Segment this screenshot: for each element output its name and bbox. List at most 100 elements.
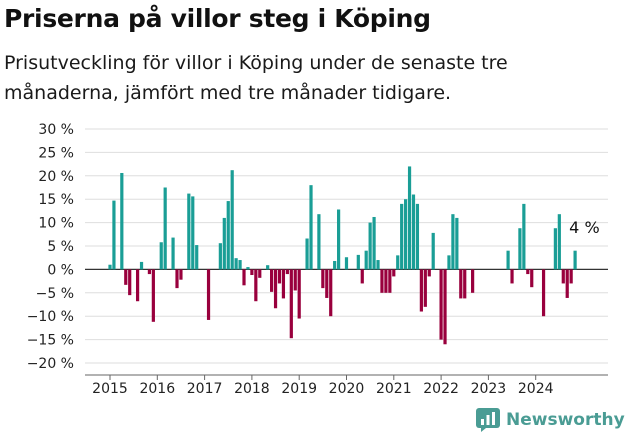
bar-positive	[230, 170, 234, 270]
bar-negative	[380, 269, 384, 293]
bar-positive	[187, 193, 191, 270]
bar-negative	[297, 269, 301, 319]
bar-positive	[337, 209, 341, 270]
bar-positive	[139, 261, 144, 270]
bar-positive	[191, 196, 195, 270]
bar-positive	[396, 255, 400, 270]
bar-negative	[250, 269, 254, 276]
chart-title: Priserna på villor steg i Köping	[4, 4, 431, 33]
x-tick-label: 2021	[376, 381, 412, 397]
bar-negative	[277, 269, 282, 284]
bar-positive	[218, 243, 222, 270]
x-tick-label: 2018	[234, 381, 270, 397]
x-tick-label: 2015	[92, 381, 128, 397]
bar-negative	[459, 269, 463, 299]
bar-negative	[128, 269, 132, 296]
bar-negative	[384, 269, 388, 293]
bar-negative	[179, 269, 183, 280]
bar-negative	[427, 269, 431, 277]
x-tick-label: 2017	[187, 381, 223, 397]
bar-negative	[419, 269, 423, 312]
bar-negative	[293, 269, 297, 291]
bar-negative	[443, 269, 447, 345]
bar-negative	[147, 269, 152, 275]
bar-negative	[439, 269, 443, 340]
bar-negative	[541, 269, 546, 317]
bar-positive	[309, 185, 313, 270]
bar-negative	[388, 269, 392, 293]
bar-positive	[344, 257, 349, 270]
bar-positive	[451, 214, 455, 270]
bar-positive	[368, 222, 372, 270]
bar-positive	[120, 172, 124, 270]
bar-positive	[112, 200, 116, 270]
bar-positive	[246, 267, 250, 270]
bar-negative	[569, 269, 573, 284]
bar-negative	[510, 269, 514, 284]
bar-negative	[124, 269, 128, 285]
x-tick-label: 2016	[139, 381, 175, 397]
bar-positive	[522, 203, 526, 270]
chart-annotations: 4 %	[569, 218, 599, 237]
bar-negative	[561, 269, 565, 284]
bar-negative	[281, 269, 286, 299]
y-tick-label: 15 %	[38, 192, 74, 208]
bar-positive	[108, 264, 112, 270]
y-tick-label: 0 %	[47, 262, 74, 278]
annotation-label: 4 %	[569, 218, 599, 237]
bar-positive	[266, 265, 270, 270]
bar-positive	[506, 250, 510, 270]
bar-negative	[242, 269, 246, 286]
bar-positive	[557, 214, 561, 270]
bar-negative	[329, 269, 333, 317]
bar-negative	[151, 269, 155, 322]
brand-name: Newsworthy	[506, 410, 625, 430]
y-tick-label: 10 %	[38, 216, 74, 232]
bar-negative	[392, 269, 396, 277]
bar-positive	[455, 217, 459, 270]
bar-positive	[226, 201, 230, 270]
bar-negative	[530, 269, 534, 288]
bar-negative	[321, 269, 325, 289]
y-axis: 30 % 25 % 20 % 15 % 10 % 5 % 0 % −5 % −10 % −15 %…	[27, 122, 74, 372]
bar-positive	[159, 242, 163, 270]
bar-positive	[407, 166, 412, 270]
chart-gridlines	[85, 128, 608, 364]
bar-positive	[333, 260, 337, 270]
bar-negative	[273, 269, 278, 309]
bar-positive	[238, 260, 242, 270]
bar-positive	[447, 255, 451, 270]
bar-positive	[305, 238, 309, 270]
x-tick-label: 2023	[471, 381, 507, 397]
bar-positive	[518, 228, 522, 270]
bar-positive	[234, 258, 238, 270]
chart-bars	[108, 166, 577, 345]
bar-positive	[553, 228, 557, 270]
y-tick-label: 20 %	[38, 169, 74, 185]
x-tick-label: 2022	[423, 381, 459, 397]
y-tick-label: −5 %	[36, 286, 74, 302]
bar-positive	[404, 199, 408, 270]
bar-positive	[431, 232, 435, 270]
bar-negative	[175, 269, 179, 289]
x-tick-label: 2019	[281, 381, 317, 397]
x-tick-label: 2024	[518, 381, 554, 397]
y-tick-label: −15 %	[27, 333, 74, 349]
bar-negative	[258, 269, 262, 278]
bar-positive	[573, 250, 577, 270]
bar-positive	[364, 250, 368, 270]
bar-positive	[195, 245, 199, 270]
bar-positive	[356, 254, 360, 270]
bar-negative	[526, 269, 530, 275]
bar-negative	[206, 269, 211, 320]
bar-positive	[222, 217, 226, 270]
y-tick-label: 25 %	[38, 145, 74, 161]
bar-negative	[471, 269, 475, 293]
newsworthy-logo-icon	[476, 408, 500, 432]
bar-positive	[400, 203, 404, 270]
bar-positive	[372, 216, 376, 270]
y-tick-label: 30 %	[38, 122, 74, 138]
y-tick-label: −10 %	[27, 309, 74, 325]
bar-positive	[163, 187, 167, 270]
